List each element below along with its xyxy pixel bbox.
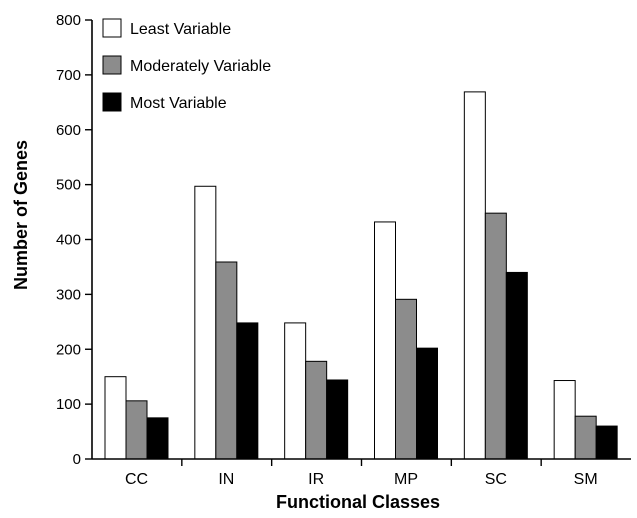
x-category-label: IR bbox=[308, 471, 324, 488]
y-tick-label: 500 bbox=[56, 177, 81, 194]
y-tick-label: 300 bbox=[56, 286, 81, 303]
bar-in-series-1 bbox=[194, 185, 217, 460]
bar-in-series-2 bbox=[215, 261, 238, 460]
legend-swatch bbox=[102, 55, 122, 75]
bar-sm-series-3 bbox=[595, 425, 618, 460]
legend-label: Least Variable bbox=[130, 21, 231, 38]
y-axis-title: Number of Genes bbox=[11, 140, 31, 290]
y-tick-label: 700 bbox=[56, 67, 81, 84]
y-tick-label: 200 bbox=[56, 341, 81, 358]
bar-ir-series-2 bbox=[305, 360, 328, 460]
y-tick-label: 100 bbox=[56, 396, 81, 413]
bar-ir-series-3 bbox=[326, 379, 349, 460]
bars-group bbox=[104, 91, 618, 460]
y-tick-label: 800 bbox=[56, 12, 81, 29]
bar-sm-series-1 bbox=[553, 380, 576, 460]
legend: Least Variable Moderately Variable Most Va… bbox=[102, 18, 271, 112]
legend-swatch bbox=[102, 18, 122, 38]
bar-sc-series-2 bbox=[484, 212, 507, 460]
x-category-label: IN bbox=[218, 471, 234, 488]
bar-sm-series-2 bbox=[574, 415, 597, 460]
y-tick-label: 0 bbox=[73, 451, 81, 468]
bar-ir-series-1 bbox=[284, 322, 307, 460]
bar-sc-series-1 bbox=[463, 91, 486, 460]
bar-cc-series-3 bbox=[146, 417, 169, 460]
legend-label: Moderately Variable bbox=[130, 58, 271, 75]
x-category-label: MP bbox=[394, 471, 418, 488]
legend-label: Most Variable bbox=[130, 95, 227, 112]
legend-swatch bbox=[102, 92, 122, 112]
bar-sc-series-3 bbox=[505, 271, 528, 460]
bar-mp-series-1 bbox=[374, 221, 396, 460]
x-category-label: SM bbox=[574, 471, 598, 488]
bar-mp-series-3 bbox=[416, 347, 438, 460]
y-tick-label: 600 bbox=[56, 122, 81, 139]
y-tick-label: 400 bbox=[56, 232, 81, 249]
bar-cc-series-2 bbox=[125, 400, 148, 460]
bar-cc-series-1 bbox=[104, 376, 127, 460]
x-category-label: SC bbox=[485, 471, 507, 488]
y-ticks: 0 100 200 300 400 500 600 700 800 bbox=[56, 12, 92, 468]
x-ticks: CC IN IR MP SC SM bbox=[125, 459, 598, 488]
x-axis-title: Functional Classes bbox=[276, 492, 440, 512]
bar-mp-series-2 bbox=[395, 298, 417, 460]
bar-in-series-3 bbox=[236, 322, 259, 460]
x-category-label: CC bbox=[125, 471, 148, 488]
